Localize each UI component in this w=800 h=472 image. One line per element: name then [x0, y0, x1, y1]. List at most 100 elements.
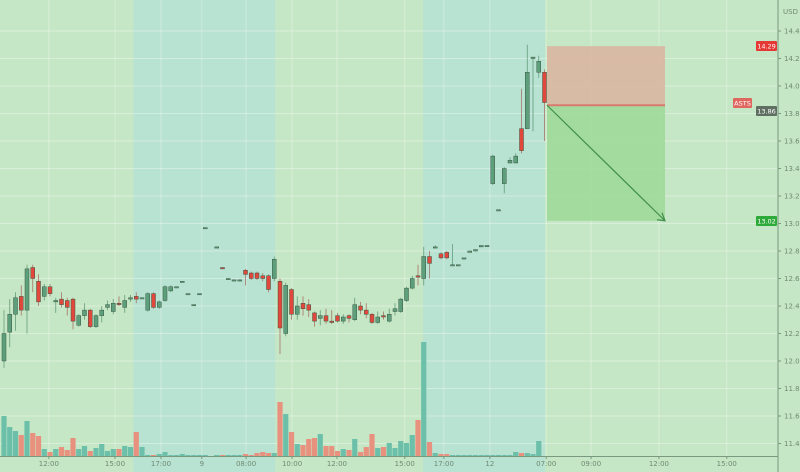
candle-body: [157, 301, 162, 308]
candle-body: [99, 309, 104, 316]
candle: [525, 44, 530, 129]
arrow-head-icon: [656, 212, 666, 222]
candle: [116, 296, 122, 306]
short-position-tool[interactable]: [546, 46, 666, 222]
candle-body: [260, 275, 265, 279]
candle-body: [444, 252, 449, 259]
volume-bar: [30, 433, 36, 456]
session-band-regular: [0, 0, 134, 472]
candle: [128, 295, 133, 302]
candle: [42, 284, 47, 301]
candle: [369, 312, 375, 324]
candle-body: [312, 312, 317, 322]
volume-bar: [403, 443, 410, 456]
volume-bar: [87, 451, 93, 456]
candle: [277, 278, 283, 355]
price-tick-label: 13.60: [784, 138, 800, 146]
volume-bar: [277, 402, 283, 456]
volume-bar: [35, 436, 42, 456]
volume-bar: [7, 427, 13, 456]
volume-bar: [116, 449, 122, 456]
volume-bar: [426, 442, 433, 456]
candle: [289, 288, 294, 320]
candle: [364, 303, 369, 319]
candle-body: [415, 275, 421, 278]
volume-bar: [467, 455, 473, 456]
volume-bars: [1, 342, 542, 456]
candle-body: [128, 297, 133, 300]
candle-body: [111, 303, 116, 312]
candle-body: [19, 296, 24, 311]
volume-bar: [375, 448, 381, 456]
candle: [24, 264, 30, 334]
candle: [231, 279, 237, 282]
volume-bar: [306, 439, 312, 456]
price-badges: 14.29 13.86 13.02 ASTS: [733, 41, 777, 226]
candle-body: [53, 300, 58, 303]
price-tick-label: 14.00: [784, 83, 800, 91]
candle-body: [461, 257, 467, 260]
candle: [341, 314, 346, 324]
volume-bar: [484, 455, 490, 456]
candle: [536, 55, 541, 78]
volume-bar: [472, 455, 479, 456]
candle: [203, 227, 208, 230]
candle: [272, 256, 277, 282]
candle-body: [185, 293, 191, 296]
price-axis[interactable]: USD 14.40 14.20 14.00 13.80 13.60 13.40 13.20 1…: [778, 8, 800, 448]
candle-body: [24, 268, 30, 311]
candle: [162, 285, 168, 302]
candle: [335, 312, 340, 323]
price-tick-label: 13.40: [784, 165, 800, 173]
price-tick-label: 11.40: [784, 440, 800, 448]
candle: [180, 281, 185, 283]
volume-bar: [254, 453, 260, 456]
volume-bar: [145, 455, 151, 456]
candle-body: [42, 286, 47, 297]
candle: [410, 275, 415, 290]
candle: [99, 306, 104, 323]
candle: [93, 314, 99, 328]
candle: [122, 295, 127, 313]
volume-bar: [104, 451, 111, 456]
candle: [111, 299, 116, 315]
candle: [139, 297, 145, 300]
time-tick-label: 10:00: [282, 460, 302, 468]
volume-bar: [271, 453, 277, 456]
candle: [392, 303, 398, 316]
price-tick-label: 13.20: [784, 193, 800, 201]
volume-bar: [530, 454, 536, 456]
candlesticks: [1, 44, 547, 368]
candle: [191, 304, 196, 307]
candle: [134, 292, 139, 304]
candle: [47, 284, 53, 297]
candle-body: [203, 227, 208, 230]
candle: [105, 300, 110, 311]
candle-body: [456, 264, 461, 267]
candle-body: [76, 315, 81, 326]
candle-body: [162, 286, 168, 301]
candle-body: [323, 315, 329, 322]
candle: [300, 296, 306, 316]
time-tick-label: 17:00: [151, 460, 171, 468]
candle-body: [404, 287, 409, 301]
candle: [82, 303, 87, 320]
candle: [456, 264, 461, 267]
candle: [421, 246, 426, 286]
time-tick-label: 15:00: [395, 460, 415, 468]
candle: [467, 250, 472, 253]
candle: [1, 310, 7, 368]
time-axis[interactable]: 12:00 15:00 17:00 9 08:00 10:00 12:00 15:00 17:0…: [39, 456, 737, 468]
candle-body: [507, 160, 513, 164]
volume-bar: [329, 446, 335, 456]
candle: [168, 285, 173, 293]
candle: [7, 299, 12, 348]
volume-bar: [185, 455, 191, 456]
volume-bar: [444, 454, 450, 456]
candle-body: [530, 56, 536, 59]
candle: [513, 153, 518, 164]
candle-body: [237, 279, 242, 282]
time-tick-label: 09:00: [581, 460, 601, 468]
volume-bar: [415, 420, 421, 456]
